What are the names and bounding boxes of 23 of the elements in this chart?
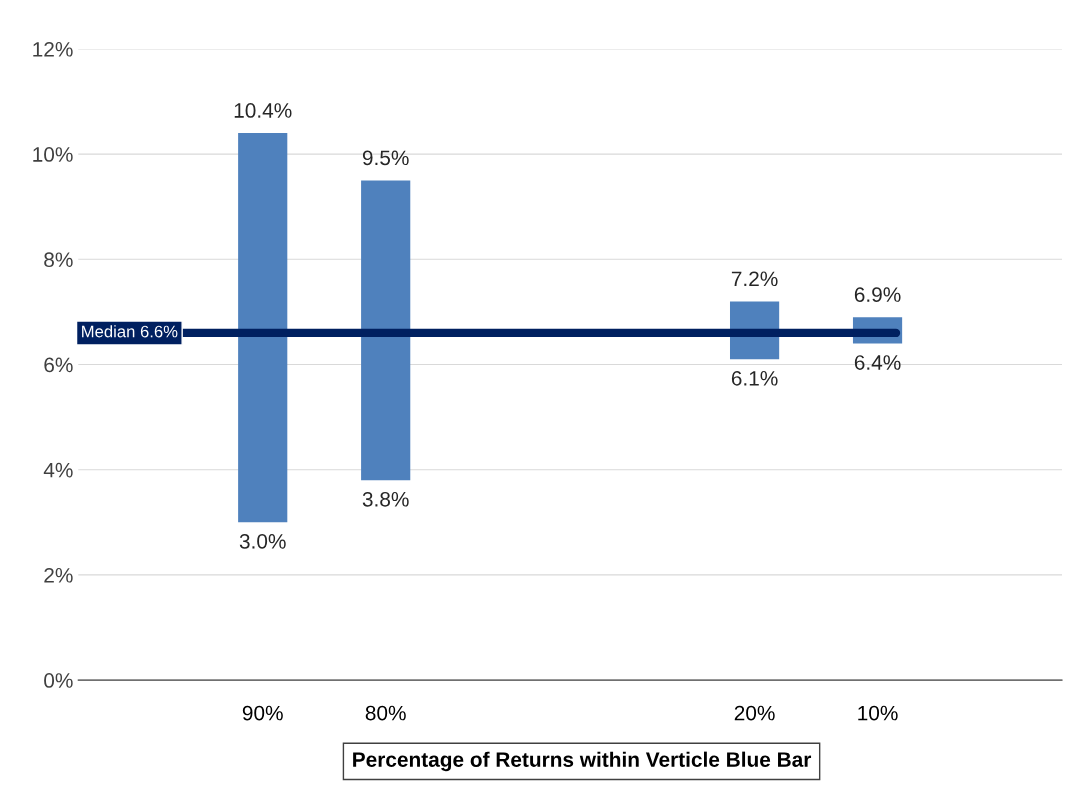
y-tick-label: 0% [44,673,73,688]
annotation: 6.1% [731,370,778,386]
bar [361,180,411,481]
annotation: 9.5% [362,150,409,166]
bar [238,133,288,523]
annotation: 3.0% [239,533,286,549]
y-tick-label: 8% [44,252,73,268]
x-tick-label: 10% [858,705,898,721]
annotation: 3.8% [362,491,409,507]
annotation: 6.4% [854,355,901,370]
y-tick-label: 12% [33,41,73,57]
annotation: 10.4% [234,103,292,118]
y-tick-label: 6% [44,357,73,373]
x-tick-label: 20% [734,705,775,721]
annotation: 6.9% [854,287,901,302]
x-axis-title: Percentage of Returns within Verticle Blue Bar [353,751,812,772]
y-tick-label: 2% [44,567,73,583]
y-tick-label: 10% [33,147,73,162]
x-tick-label: 90% [242,705,283,721]
y-tick-label: 4% [43,462,73,478]
annotation: 7.2% [731,271,778,287]
ref-line-label: Median 6.6% [82,325,178,338]
x-tick-label: 80% [365,705,406,721]
